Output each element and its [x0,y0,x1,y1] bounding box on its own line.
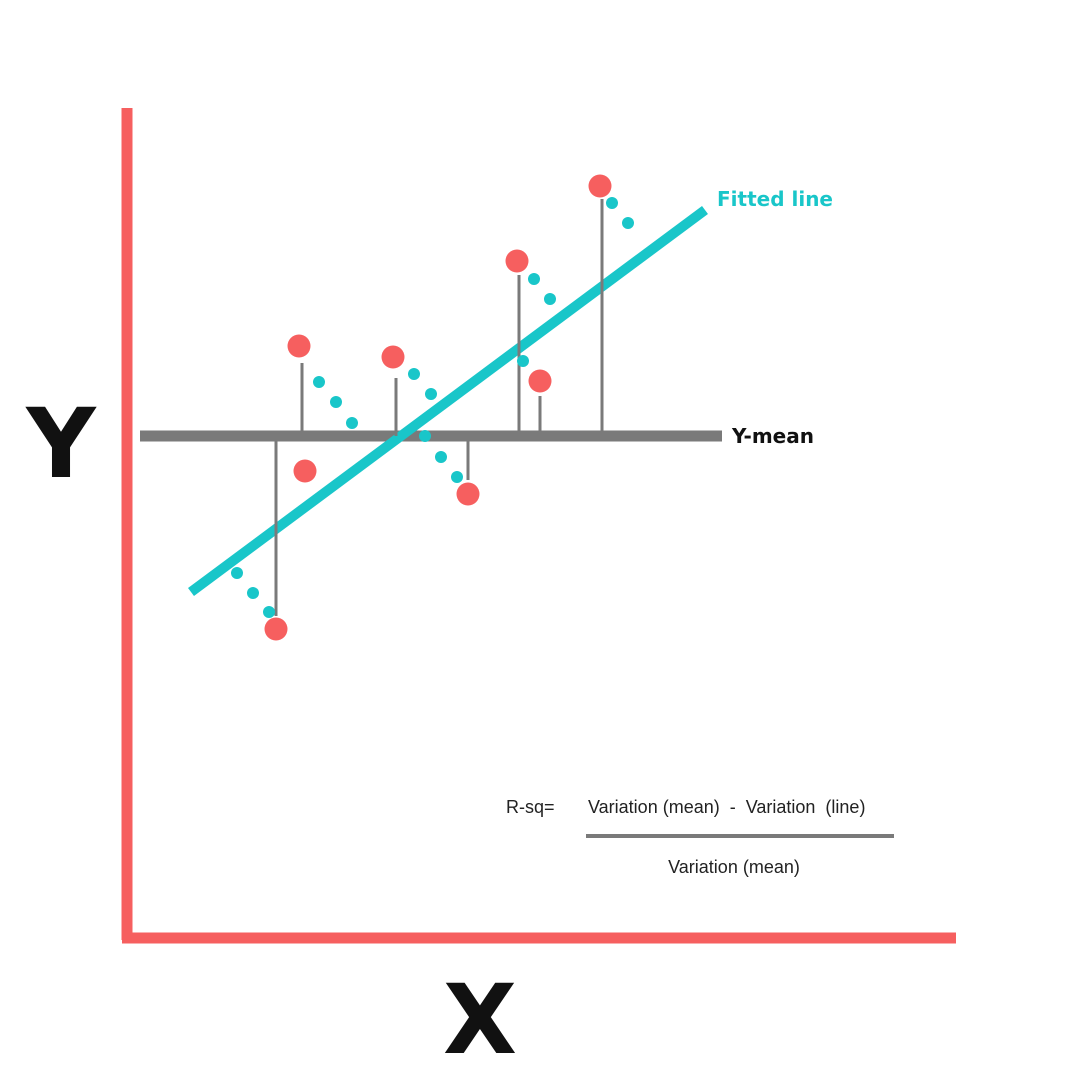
fitted-line [188,205,708,597]
formula-denominator: Variation (mean) [668,857,800,877]
data-point [293,459,317,483]
fitted-residual-dot [528,273,540,285]
formula-numerator: Variation (mean) - Variation (line) [588,797,865,817]
formula-prefix: R-sq= [506,797,555,817]
data-point [264,617,288,641]
fitted-residual-dot [247,587,259,599]
x-axis-label: X [443,964,517,1076]
fitted-residual-dot [425,388,437,400]
y-mean-label: Y-mean [731,424,814,448]
mean-residuals [274,199,604,616]
fitted-residual-dot [419,430,431,442]
data-point [588,174,612,198]
fitted-residual-dot [313,376,325,388]
fitted-residual-dot [622,217,634,229]
data-points [264,174,612,641]
y-axis-label: Y [25,388,97,500]
fitted-line-label: Fitted line [717,187,833,211]
fitted-residual-dot [346,417,358,429]
data-point [505,249,529,273]
fitted-residual-dot [517,355,529,367]
fitted-line-residuals [231,197,634,618]
data-point [456,482,480,506]
fitted-residual-dot [544,293,556,305]
fitted-residual-dot [435,451,447,463]
fitted-residual-dot [451,471,463,483]
fitted-residual-dot [408,368,420,380]
fitted-residual-dot [330,396,342,408]
fitted-residual-dot [263,606,275,618]
data-point [528,369,552,393]
fitted-residual-dot [231,567,243,579]
data-point [381,345,405,369]
data-point [287,334,311,358]
fitted-residual-dot [606,197,618,209]
